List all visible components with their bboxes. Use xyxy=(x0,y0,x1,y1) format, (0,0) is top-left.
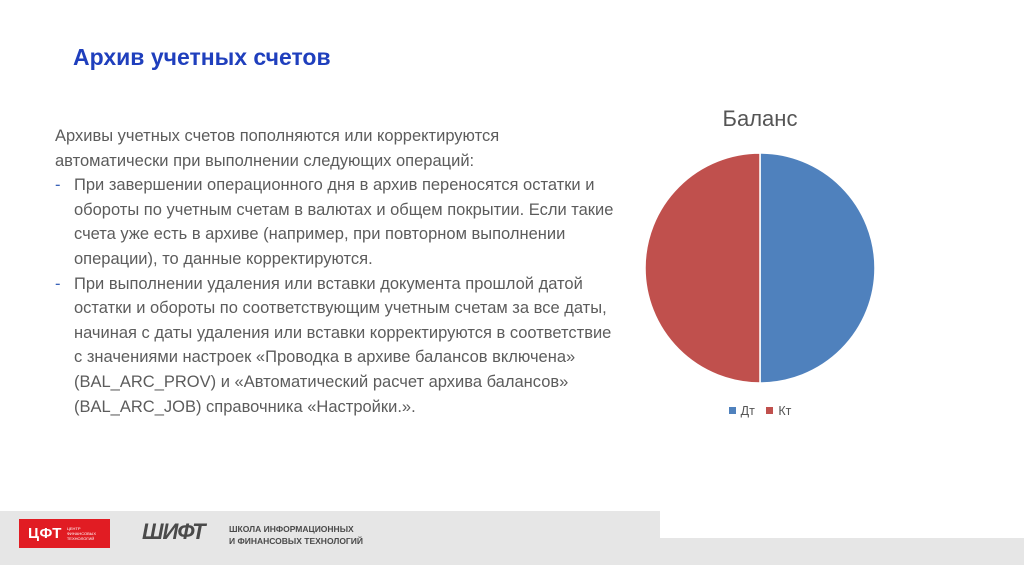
shift-subtitle-line1: ШКОЛА ИНФОРМАЦИОННЫХ xyxy=(229,524,354,534)
chart-legend: Дт Кт xyxy=(640,404,880,418)
intro-paragraph: Архивы учетных счетов пополняются или ко… xyxy=(55,127,500,170)
bullet-text: При выполнении удаления или вставки доку… xyxy=(74,274,612,416)
shift-subtitle: ШКОЛА ИНФОРМАЦИОННЫХ И ФИНАНСОВЫХ ТЕХНОЛ… xyxy=(229,523,363,547)
body-text: Архивы учетных счетов пополняются или ко… xyxy=(55,124,615,419)
legend-swatch-kt xyxy=(766,407,774,414)
bullet-marker: - xyxy=(55,274,61,293)
pie-slice-kt xyxy=(644,152,761,384)
cft-logo-subtext: ЦЕНТР ФИНАНСОВЫХ ТЕХНОЛОГИЙ xyxy=(66,526,97,541)
legend-label-dt: Дт xyxy=(740,404,755,418)
cft-logo: ЦФТ ЦЕНТР ФИНАНСОВЫХ ТЕХНОЛОГИЙ xyxy=(19,519,110,548)
bullet-marker: - xyxy=(55,176,61,195)
chart-title: Баланс xyxy=(722,106,798,131)
pie-chart-svg xyxy=(644,152,876,384)
slide-title: Архив учетных счетов xyxy=(73,44,331,70)
footer-band xyxy=(0,511,660,565)
cft-logo-text: ЦФТ xyxy=(28,525,62,542)
pie-chart: Баланс Дт Кт xyxy=(640,100,880,430)
legend-item-kt: Кт xyxy=(766,404,791,418)
bullet-item: - При завершении операционного дня в арх… xyxy=(55,173,615,271)
pie-slice-dt xyxy=(759,152,876,384)
bullet-text: При завершении операционного дня в архив… xyxy=(74,176,614,268)
footer-side-band xyxy=(633,538,1024,565)
legend-swatch-dt xyxy=(728,407,736,414)
bullet-item: - При выполнении удаления или вставки до… xyxy=(55,272,615,420)
shift-subtitle-line2: И ФИНАНСОВЫХ ТЕХНОЛОГИЙ xyxy=(229,536,363,546)
shift-logo: ШИФТ xyxy=(142,519,206,544)
legend-item-dt: Дт xyxy=(728,404,755,418)
legend-label-kt: Кт xyxy=(778,404,792,418)
